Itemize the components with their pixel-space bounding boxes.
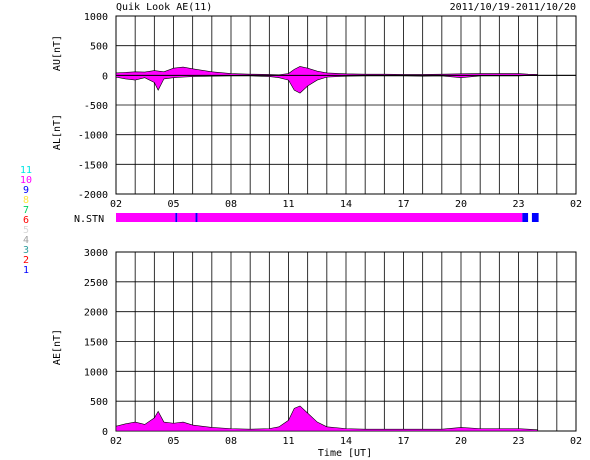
legend-entry: 2 — [23, 255, 29, 266]
station-segment — [197, 213, 523, 222]
x-tick-label: 17 — [397, 199, 409, 210]
y-tick-label: 1500 — [84, 338, 108, 349]
legend-entry: 7 — [23, 205, 29, 216]
station-segment — [175, 213, 178, 222]
ae-panel: 3000 2500 2000 1500 1000 500 0 02 05 08 11 14 17 20 2… — [52, 248, 582, 447]
date-range: 2011/10/19-2011/10/20 — [450, 2, 576, 13]
legend-entry: 9 — [23, 185, 29, 196]
y-tick-label: -1500 — [78, 160, 108, 171]
y-tick-label: 0 — [102, 427, 108, 438]
x-tick-label: 11 — [282, 199, 294, 210]
x-tick-label: 23 — [512, 199, 524, 210]
station-segment — [531, 213, 539, 222]
au-al-grid — [115, 15, 577, 195]
y-tick-label: 2500 — [84, 278, 108, 289]
ae-series — [115, 405, 538, 432]
plot-frame — [115, 15, 577, 195]
x-tick-label: 02 — [110, 199, 122, 210]
ae-area — [115, 405, 538, 432]
station-segment — [177, 213, 196, 222]
legend-entry: 1 — [23, 265, 29, 276]
x-tick-label: 08 — [225, 199, 237, 210]
ae-y-ticks: 3000 2500 2000 1500 1000 500 0 — [84, 248, 108, 438]
y-tick-label: -500 — [84, 101, 108, 112]
x-tick-label: 02 — [570, 436, 582, 447]
y-tick-label: 500 — [90, 397, 108, 408]
x-tick-label: 02 — [110, 436, 122, 447]
legend-entry: 11 — [20, 165, 32, 176]
al-area — [115, 75, 538, 94]
y-tick-label: -1000 — [78, 131, 108, 142]
y-tick-label: 500 — [90, 42, 108, 53]
legend-entry: 3 — [23, 245, 29, 256]
y-tick-label: 3000 — [84, 248, 108, 259]
chart-title: Quik Look AE(11) — [116, 2, 212, 13]
au-axis-label: AU[nT] — [52, 35, 63, 71]
station-count-label: N.STN — [74, 214, 104, 225]
legend-entry: 10 — [20, 175, 32, 186]
ae-axis-label: AE[nT] — [52, 329, 63, 365]
legend-entry: 8 — [23, 195, 29, 206]
x-tick-label: 02 — [570, 199, 582, 210]
station-segments — [116, 213, 539, 222]
y-tick-label: -2000 — [78, 190, 108, 201]
y-tick-label: 0 — [102, 71, 108, 82]
y-tick-label: 1000 — [84, 12, 108, 23]
x-tick-label: 14 — [340, 199, 352, 210]
al-axis-label: AL[nT] — [52, 114, 63, 150]
x-tick-label: 08 — [225, 436, 237, 447]
station-count-bar: N.STN — [74, 213, 539, 225]
x-tick-label: 05 — [167, 436, 179, 447]
x-tick-label: 14 — [340, 436, 352, 447]
x-tick-label: 17 — [397, 436, 409, 447]
au-al-panel: 1000 500 0 -500 -1000 -1500 -2000 02 05 08 11 14 17… — [52, 12, 582, 210]
station-segment — [195, 213, 198, 222]
x-tick-label: 11 — [282, 436, 294, 447]
y-tick-label: 1000 — [84, 367, 108, 378]
x-tick-label: 23 — [512, 436, 524, 447]
ae-grid — [115, 251, 577, 432]
x-tick-label: 20 — [455, 199, 467, 210]
au-area — [115, 66, 538, 76]
legend-entry: 6 — [23, 215, 29, 226]
x-tick-label: 20 — [455, 436, 467, 447]
legend-entry: 4 — [23, 235, 29, 246]
au-al-series — [115, 66, 576, 94]
x-axis-title: Time [UT] — [318, 448, 372, 459]
station-segment — [522, 213, 529, 222]
ae-x-ticks: 02 05 08 11 14 17 20 23 02 — [110, 436, 582, 447]
au-al-y-ticks: 1000 500 0 -500 -1000 -1500 -2000 — [78, 12, 108, 201]
x-tick-label: 05 — [167, 199, 179, 210]
legend-entry: 5 — [23, 225, 29, 236]
station-segment — [116, 213, 176, 222]
au-al-x-ticks: 02 05 08 11 14 17 20 23 02 — [110, 199, 582, 210]
y-tick-label: 2000 — [84, 308, 108, 319]
